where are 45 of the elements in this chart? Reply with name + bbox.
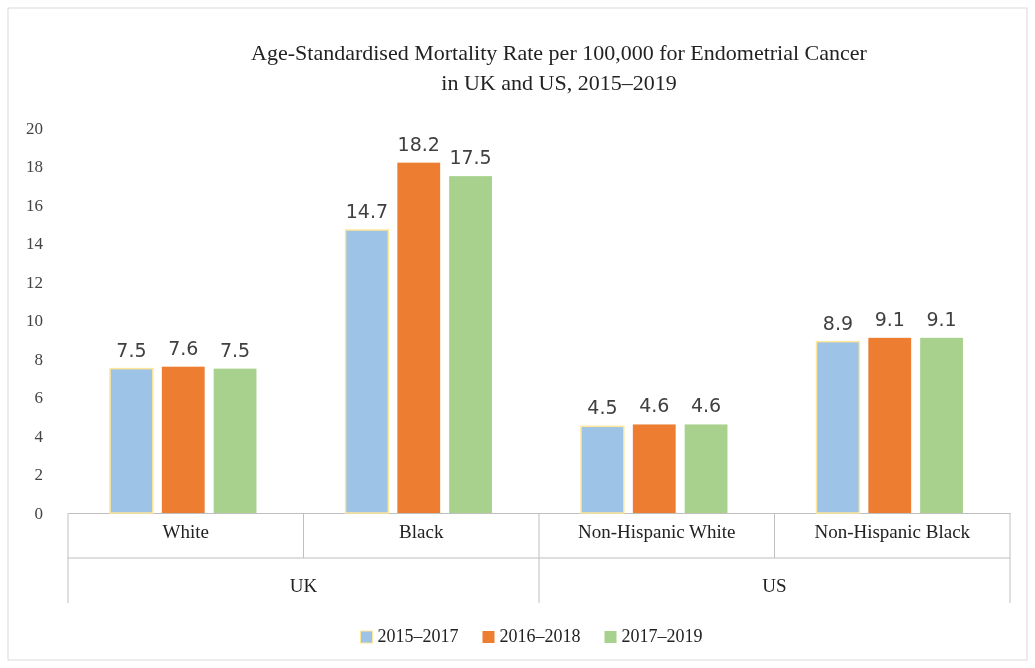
legend-label: 2017–2019 xyxy=(621,626,703,646)
x-tick-label: Non-Hispanic Black xyxy=(814,521,971,542)
y-tick-label: 12 xyxy=(26,272,43,292)
y-tick-label: 16 xyxy=(26,195,43,215)
bar xyxy=(868,337,912,513)
bar xyxy=(632,424,676,513)
bar xyxy=(684,424,728,513)
data-label: 7.5 xyxy=(219,338,251,361)
data-label: 18.2 xyxy=(397,132,440,155)
bar xyxy=(920,337,963,513)
bar xyxy=(213,368,257,513)
legend-label: 2016–2018 xyxy=(499,626,581,646)
text: US xyxy=(762,575,787,596)
data-label: 4.5 xyxy=(587,396,618,419)
data-label: 8.9 xyxy=(822,311,854,334)
x-tick-label: Black xyxy=(399,521,444,542)
data-label: 14.7 xyxy=(345,200,389,223)
y-tick-label: 18 xyxy=(26,157,43,177)
y-tick-label: 4 xyxy=(34,426,44,446)
bar xyxy=(344,229,390,514)
bar xyxy=(449,176,492,513)
data-label: 4.6 xyxy=(690,394,722,417)
y-tick-label: 10 xyxy=(26,311,43,331)
y-tick-label: 20 xyxy=(26,118,43,138)
y-tick-label: 8 xyxy=(34,349,43,369)
legend-label: 2015–2017 xyxy=(377,626,459,646)
data-label: 4.6 xyxy=(639,394,670,417)
y-tick-label: 14 xyxy=(26,234,44,254)
bar xyxy=(397,162,441,513)
x-tick-label: Non-Hispanic White xyxy=(578,521,736,542)
data-label: 17.5 xyxy=(449,146,492,169)
y-tick-label: 0 xyxy=(34,503,43,523)
bar xyxy=(580,425,625,514)
chart-title: Age-Standardised Mortality Rate per 100,000 for Endometrial Cancer in UK and US, 2015–2019 xyxy=(251,40,868,95)
data-label: 7.6 xyxy=(168,336,199,359)
x-tick-label: White xyxy=(162,521,209,542)
y-tick-label: 6 xyxy=(34,388,43,408)
y-tick-label: 2 xyxy=(34,465,43,485)
bar xyxy=(161,366,205,513)
data-label: 7.5 xyxy=(116,338,147,361)
data-label: 9.1 xyxy=(874,307,905,330)
data-label: 9.1 xyxy=(926,307,957,330)
text: UK xyxy=(289,575,318,596)
bar xyxy=(109,367,154,514)
bar xyxy=(815,340,861,514)
